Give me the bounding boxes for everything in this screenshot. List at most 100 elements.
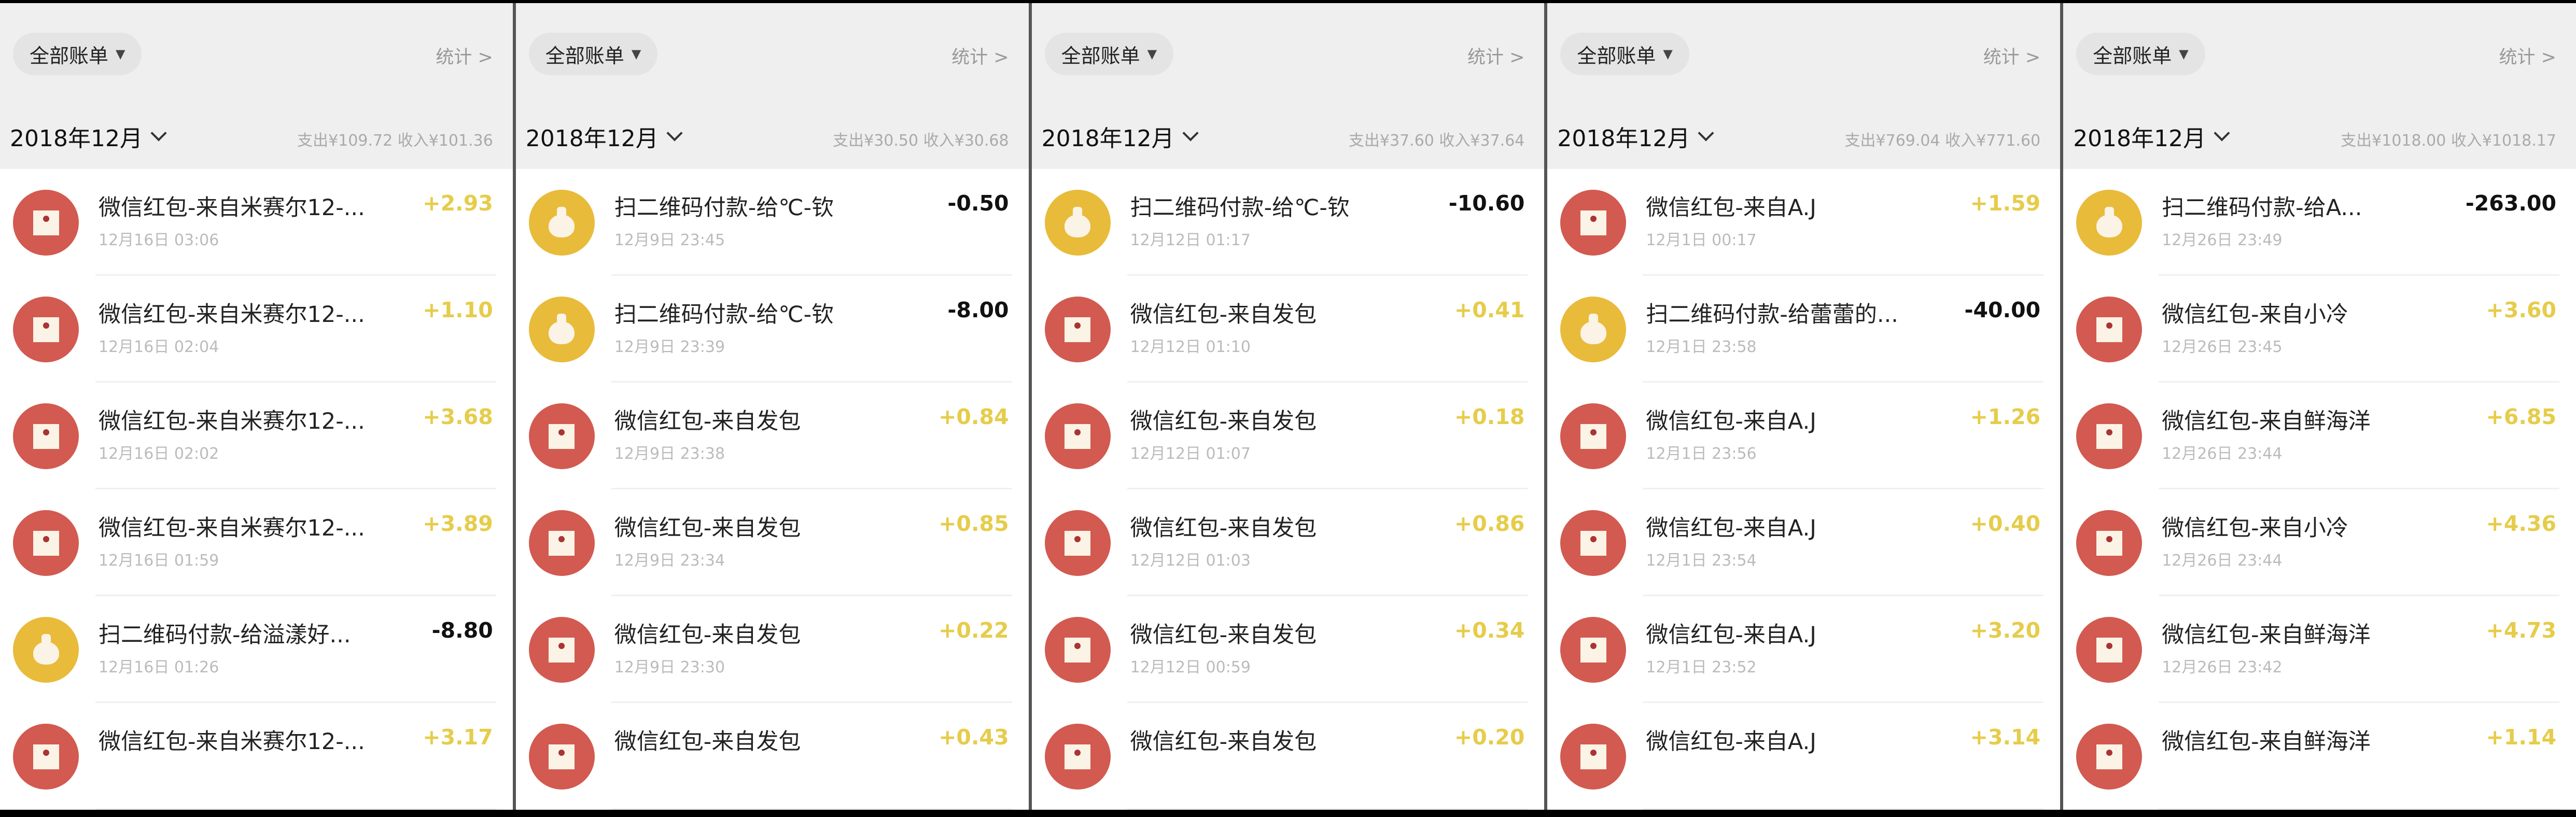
filter-label: 全部账单: [545, 44, 624, 67]
transaction-row[interactable]: 微信红包-来自发包 12月12日 01:03 +0.86: [1032, 489, 1545, 596]
transaction-row[interactable]: 微信红包-来自发包 12月9日 23:30 +0.22: [516, 596, 1029, 703]
transaction-row[interactable]: 微信红包-来自米赛尔12-... 12月16日 03:06 +2.93: [0, 169, 513, 276]
transaction-amount: -0.50: [947, 191, 1009, 216]
transaction-row[interactable]: 微信红包-来自A.J 12月1日 23:54 +0.40: [1547, 489, 2060, 596]
stats-link[interactable]: 统计 >: [436, 47, 493, 68]
transaction-date: 12月16日 02:04: [99, 338, 219, 356]
bill-panel: 全部账单 ▼ 统计 > 2018年12月 支出¥109.72 收入¥101.36 微信红包…: [0, 3, 513, 810]
transaction-row[interactable]: 微信红包-来自鲜海洋 +1.14: [2063, 703, 2576, 810]
money-bag-icon: [13, 617, 79, 683]
red-envelope-icon: [2076, 510, 2143, 576]
red-envelope-icon: [1560, 724, 1627, 790]
transaction-row[interactable]: 微信红包-来自发包 +0.43: [516, 703, 1029, 810]
money-bag-glyph: [2096, 206, 2122, 237]
red-envelope-icon: [528, 617, 595, 683]
transaction-row[interactable]: 微信红包-来自米赛尔12-... +3.17: [0, 703, 513, 810]
transaction-row[interactable]: 微信红包-来自A.J 12月1日 23:56 +1.26: [1547, 383, 2060, 489]
transaction-row[interactable]: 微信红包-来自发包 12月12日 00:59 +0.34: [1032, 596, 1545, 703]
transaction-row[interactable]: 微信红包-来自米赛尔12-... 12月16日 02:04 +1.10: [0, 276, 513, 383]
filter-label: 全部账单: [1061, 44, 1140, 67]
transaction-amount: +3.17: [423, 725, 493, 750]
money-bag-glyph: [33, 633, 59, 665]
stats-link[interactable]: 统计 >: [951, 47, 1009, 68]
caret-down-icon: ▼: [631, 47, 641, 61]
month-picker[interactable]: 2018年12月: [1042, 120, 1199, 153]
envelope-glyph: [2096, 744, 2122, 769]
all-bills-filter[interactable]: 全部账单 ▼: [13, 33, 142, 75]
bill-header: 全部账单 ▼ 统计 > 2018年12月 支出¥769.04 收入¥771.60: [1547, 3, 2061, 169]
transaction-row[interactable]: 扫二维码付款-给℃-钦 12月9日 23:45 -0.50: [516, 169, 1029, 276]
bill-panel: 全部账单 ▼ 统计 > 2018年12月 支出¥769.04 收入¥771.60 微信红包…: [1547, 3, 2061, 810]
transaction-amount: -8.00: [947, 298, 1009, 322]
transaction-date: 12月16日 01:26: [99, 658, 219, 677]
month-summary: 支出¥109.72 收入¥101.36: [297, 132, 493, 150]
envelope-glyph: [2096, 424, 2122, 449]
transaction-row[interactable]: 微信红包-来自米赛尔12-... 12月16日 01:59 +3.89: [0, 489, 513, 596]
transaction-row[interactable]: 微信红包-来自发包 12月12日 01:07 +0.18: [1032, 383, 1545, 489]
month-label: 2018年12月: [2073, 125, 2206, 152]
stats-link[interactable]: 统计 >: [2499, 47, 2556, 68]
transaction-row[interactable]: 微信红包-来自小冷 12月26日 23:44 +4.36: [2063, 489, 2576, 596]
transaction-row[interactable]: 微信红包-来自发包 12月9日 23:34 +0.85: [516, 489, 1029, 596]
transaction-date: 12月16日 03:06: [99, 231, 219, 249]
transaction-row[interactable]: 扫二维码付款-给A... 12月26日 23:49 -263.00: [2063, 169, 2576, 276]
caret-down-icon: ▼: [1147, 47, 1157, 61]
money-bag-icon: [2076, 190, 2143, 256]
envelope-glyph: [2096, 530, 2122, 556]
money-bag-glyph: [549, 313, 575, 344]
transaction-row[interactable]: 微信红包-来自鲜海洋 12月26日 23:42 +4.73: [2063, 596, 2576, 703]
all-bills-filter[interactable]: 全部账单 ▼: [1044, 33, 1174, 75]
month-summary: 支出¥769.04 收入¥771.60: [1844, 132, 2041, 150]
transaction-amount: +0.18: [1454, 404, 1525, 429]
envelope-glyph: [1580, 424, 1606, 449]
stats-link[interactable]: 统计 >: [1983, 47, 2041, 68]
month-picker[interactable]: 2018年12月: [525, 120, 683, 153]
transaction-date: 12月12日 01:10: [1130, 338, 1251, 356]
transaction-date: 12月9日 23:45: [614, 231, 725, 249]
money-bag-glyph: [1580, 313, 1606, 344]
transaction-date: 12月26日 23:49: [2162, 231, 2283, 249]
transaction-row[interactable]: 扫二维码付款-给℃-钦 12月12日 01:17 -10.60: [1032, 169, 1545, 276]
transaction-row[interactable]: 微信红包-来自发包 12月9日 23:38 +0.84: [516, 383, 1029, 489]
caret-down-icon: ▼: [2179, 47, 2189, 61]
transaction-row[interactable]: 微信红包-来自A.J +3.14: [1547, 703, 2060, 810]
transaction-row[interactable]: 微信红包-来自小冷 12月26日 23:45 +3.60: [2063, 276, 2576, 383]
month-picker[interactable]: 2018年12月: [1557, 120, 1714, 153]
money-bag-glyph: [1065, 206, 1091, 237]
transaction-amount: +0.20: [1454, 725, 1525, 750]
all-bills-filter[interactable]: 全部账单 ▼: [528, 33, 658, 75]
transaction-title: 微信红包-来自发包: [1130, 408, 1317, 434]
transaction-row[interactable]: 微信红包-来自米赛尔12-... 12月16日 02:02 +3.68: [0, 383, 513, 489]
month-picker[interactable]: 2018年12月: [2073, 120, 2230, 153]
transaction-row[interactable]: 微信红包-来自发包 12月12日 01:10 +0.41: [1032, 276, 1545, 383]
transaction-title: 微信红包-来自A.J: [1646, 729, 1816, 755]
transaction-title: 微信红包-来自A.J: [1646, 195, 1816, 221]
all-bills-filter[interactable]: 全部账单 ▼: [1560, 33, 1689, 75]
stats-link[interactable]: 统计 >: [1467, 47, 1525, 68]
transaction-title: 微信红包-来自发包: [614, 408, 801, 434]
caret-down-icon: ▼: [116, 47, 125, 61]
envelope-glyph: [33, 530, 59, 556]
month-picker[interactable]: 2018年12月: [10, 120, 167, 153]
transaction-row[interactable]: 微信红包-来自鲜海洋 12月26日 23:44 +6.85: [2063, 383, 2576, 489]
month-label: 2018年12月: [10, 125, 143, 152]
transaction-date: 12月12日 01:07: [1130, 445, 1251, 463]
transaction-date: 12月1日 23:54: [1646, 552, 1757, 570]
transaction-row[interactable]: 微信红包-来自A.J 12月1日 00:17 +1.59: [1547, 169, 2060, 276]
transaction-row[interactable]: 扫二维码付款-给蕾蕾的... 12月1日 23:58 -40.00: [1547, 276, 2060, 383]
transaction-row[interactable]: 微信红包-来自A.J 12月1日 23:52 +3.20: [1547, 596, 2060, 703]
transaction-title: 微信红包-来自小冷: [2162, 302, 2348, 328]
all-bills-filter[interactable]: 全部账单 ▼: [2076, 33, 2205, 75]
month-label: 2018年12月: [525, 125, 659, 152]
transaction-row[interactable]: 微信红包-来自发包 +0.20: [1032, 703, 1545, 810]
transaction-amount: +3.14: [1970, 725, 2041, 750]
transaction-title: 微信红包-来自小冷: [2162, 515, 2348, 541]
transaction-amount: +0.85: [939, 511, 1009, 536]
red-envelope-icon: [1560, 403, 1627, 469]
envelope-glyph: [1065, 530, 1091, 556]
transaction-date: 12月26日 23:44: [2162, 445, 2283, 463]
transaction-amount: +0.22: [939, 618, 1009, 643]
transaction-row[interactable]: 扫二维码付款-给溢漾好... 12月16日 01:26 -8.80: [0, 596, 513, 703]
transaction-row[interactable]: 扫二维码付款-给℃-钦 12月9日 23:39 -8.00: [516, 276, 1029, 383]
envelope-glyph: [549, 530, 575, 556]
